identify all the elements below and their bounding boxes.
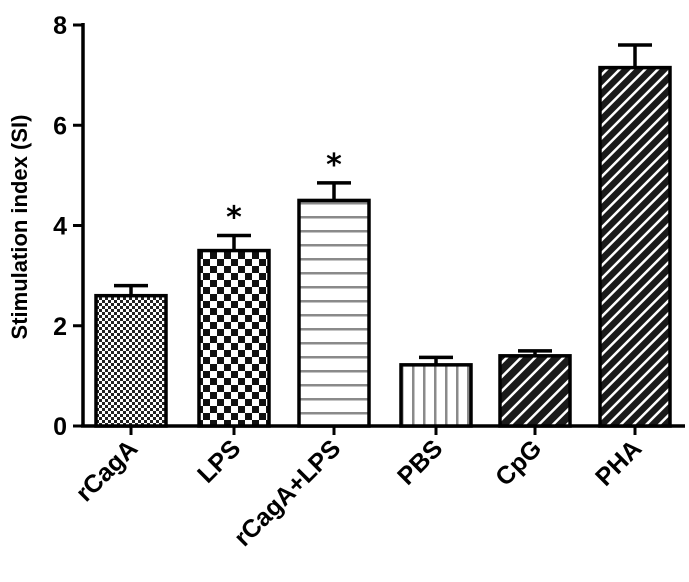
bar-cpg	[498, 354, 572, 428]
y-tick-label-0: 0	[53, 413, 67, 441]
bar-lps	[197, 248, 271, 428]
bar-rcaga	[94, 293, 168, 428]
bar-pha	[598, 65, 672, 428]
y-tick-label-3: 6	[53, 112, 67, 140]
significance-star-1: *	[226, 201, 242, 236]
x-tick-label-3: PBS	[392, 434, 448, 490]
x-tick-label-0: rCagA	[70, 434, 143, 507]
bar-pbs	[399, 363, 473, 428]
significance-star-2: *	[326, 148, 342, 183]
y-tick-label-1: 2	[53, 313, 67, 341]
x-tick-label-1: LPS	[192, 434, 246, 488]
x-tick-label-4: CpG	[490, 434, 547, 491]
x-tick-label-2: rCagA+LPS	[229, 434, 347, 552]
y-tick-label-2: 4	[53, 213, 67, 241]
x-tick-label-5: PHA	[590, 434, 647, 491]
bar-rcaga-lps	[297, 198, 371, 428]
axes: 0 2 4 6 8	[53, 12, 685, 441]
y-tick-label-4: 8	[53, 12, 67, 40]
bars	[94, 43, 672, 428]
y-axis-label: Stimulation index (SI)	[7, 115, 32, 340]
